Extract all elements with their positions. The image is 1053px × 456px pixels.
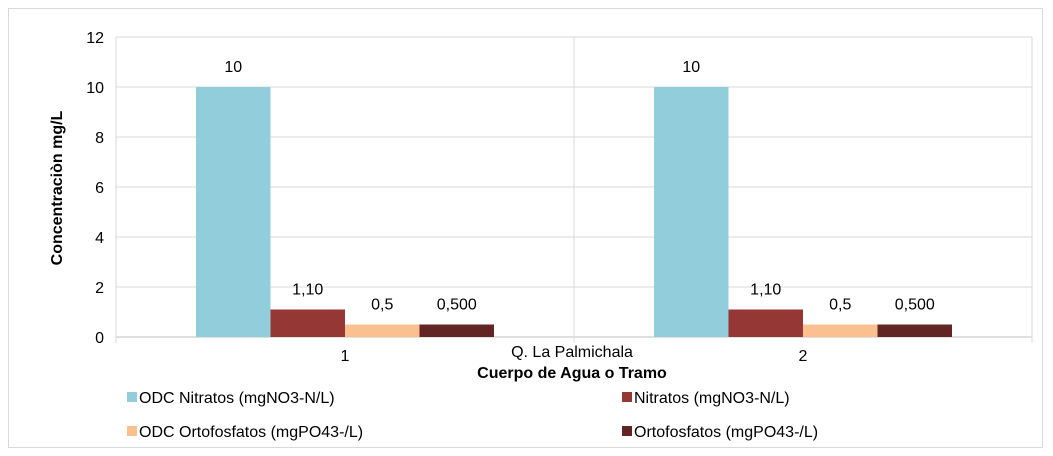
- y-tick-label: 0: [95, 330, 104, 347]
- legend-swatch: [622, 392, 632, 402]
- data-label: 0,5: [371, 297, 393, 314]
- data-label: 0,500: [437, 297, 477, 314]
- data-label: 1,10: [292, 282, 323, 299]
- bar: [419, 324, 494, 337]
- bar: [728, 309, 803, 337]
- legend-label: Ortofosfatos (mgPO43-/L): [634, 424, 818, 441]
- bar: [803, 324, 878, 337]
- chart-frame: [8, 8, 1043, 448]
- x-tick-label: 1: [341, 348, 350, 365]
- y-axis-ticks: 0 2 4 6 8 10 12: [86, 30, 104, 347]
- legend-label: Nitratos (mgNO3-N/L): [634, 390, 790, 407]
- bar: [270, 309, 345, 337]
- legend-swatch: [127, 392, 137, 402]
- legend-swatch: [622, 426, 632, 436]
- bar: [877, 324, 952, 337]
- legend-label: ODC Ortofosfatos (mgPO43-/L): [139, 424, 363, 441]
- bar: [654, 87, 729, 337]
- data-labels: 10 1,10 0,5 0,500 10 1,10 0,5 0,500: [224, 59, 935, 314]
- y-tick-label: 4: [95, 230, 104, 247]
- data-label: 0,5: [829, 297, 851, 314]
- data-label: 1,10: [750, 282, 781, 299]
- legend-swatch: [127, 426, 137, 436]
- data-label: 0,500: [895, 297, 935, 314]
- bar: [196, 87, 271, 337]
- y-tick-label: 10: [86, 80, 104, 97]
- y-tick-label: 8: [95, 130, 104, 147]
- data-label: 10: [224, 59, 242, 76]
- x-axis-title: Cuerpo de Agua o Tramo: [477, 365, 667, 382]
- y-tick-label: 12: [86, 30, 104, 47]
- category-group-label: Q. La Palmichala: [511, 344, 633, 361]
- y-axis-title: Concentraciòn mg/L: [49, 110, 66, 265]
- y-tick-label: 2: [95, 280, 104, 297]
- legend: ODC Nitratos (mgNO3-N/L) Nitratos (mgNO3-…: [127, 390, 818, 441]
- legend-label: ODC Nitratos (mgNO3-N/L): [139, 390, 335, 407]
- bar: [345, 324, 420, 337]
- bars: [196, 87, 952, 337]
- x-tick-label: 2: [799, 348, 808, 365]
- data-label: 10: [682, 59, 700, 76]
- y-tick-label: 6: [95, 180, 104, 197]
